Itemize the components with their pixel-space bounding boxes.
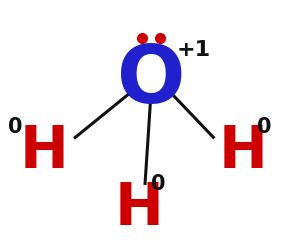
Text: H: H — [219, 123, 268, 180]
Text: H: H — [114, 180, 163, 237]
Text: 0: 0 — [257, 117, 271, 137]
Text: H: H — [19, 123, 68, 180]
Text: O: O — [117, 42, 185, 120]
Text: 0: 0 — [8, 117, 22, 137]
Text: +1: +1 — [177, 40, 211, 60]
Text: 0: 0 — [151, 173, 166, 194]
